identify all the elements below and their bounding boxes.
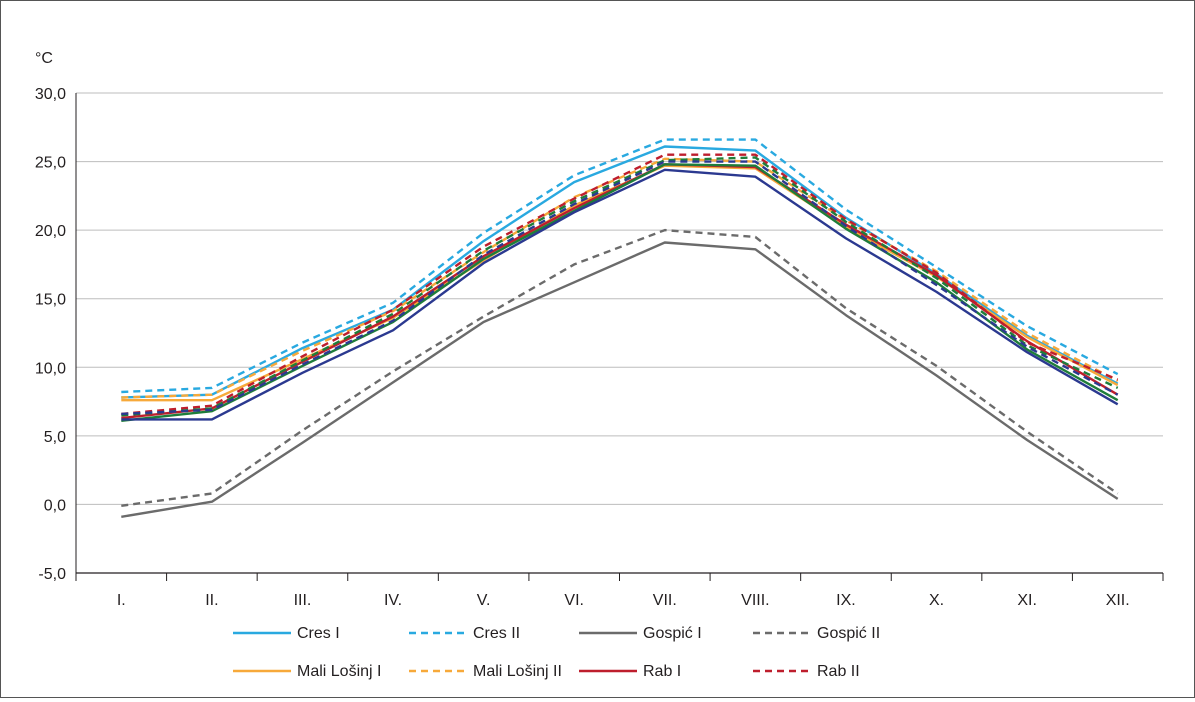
- legend-label: Mali Lošinj I: [297, 663, 381, 680]
- y-axis-tick-labels: -5,0 0,0 5,0 10,0 15,0 20,0 25,0 30,0: [35, 86, 66, 583]
- series-line-8: [121, 153, 1119, 416]
- x-axis: I. II. III. IV. V. VI. VII. VIII. IX. X. XI. XII.: [75, 93, 1164, 609]
- y-tick-label: 15,0: [35, 292, 66, 309]
- gridlines: [76, 92, 1163, 505]
- legend-label: Cres II: [473, 625, 520, 642]
- y-tick-label: 5,0: [44, 429, 66, 446]
- x-tick-label: III.: [294, 592, 312, 609]
- x-tick-label: VIII.: [741, 592, 769, 609]
- series-lines: [121, 138, 1119, 518]
- series-line-10: [121, 156, 1119, 417]
- y-axis-unit-label: °C: [35, 50, 53, 67]
- x-tick-label: VII.: [653, 592, 677, 609]
- legend-label: Gospić I: [643, 625, 702, 642]
- series-line-1: [121, 145, 1119, 399]
- x-tick-label: II.: [205, 592, 218, 609]
- y-tick-label: -5,0: [38, 566, 66, 583]
- x-tick-label: IV.: [384, 592, 402, 609]
- x-tick-label: IX.: [836, 592, 856, 609]
- series-line-3: [121, 241, 1119, 518]
- series-line-11: [121, 168, 1119, 421]
- series-line-6: [121, 157, 1119, 399]
- y-tick-label: 20,0: [35, 223, 66, 240]
- series-line-12: [121, 160, 1119, 416]
- series-line-2: [121, 138, 1119, 394]
- series-line-4: [121, 228, 1119, 507]
- series-line-9: [121, 163, 1119, 422]
- legend: Cres I Cres II Gospić I Gospić II Mali Lošin…: [233, 625, 880, 680]
- legend-label: Mali Lošinj II: [473, 663, 562, 680]
- legend-label: Gospić II: [817, 625, 880, 642]
- legend-label: Rab I: [643, 663, 681, 680]
- x-tick-label: VI.: [564, 592, 584, 609]
- legend-label: Cres I: [297, 625, 340, 642]
- y-tick-label: 25,0: [35, 155, 66, 172]
- x-tick-label: XII.: [1106, 592, 1130, 609]
- y-tick-label: 0,0: [44, 497, 66, 514]
- y-tick-label: 10,0: [35, 360, 66, 377]
- legend-label: Rab II: [817, 663, 860, 680]
- x-tick-label: XI.: [1017, 592, 1037, 609]
- x-tick-label: V.: [477, 592, 491, 609]
- series-line-7: [121, 163, 1119, 420]
- y-tick-label: 30,0: [35, 86, 66, 103]
- x-tick-label: X.: [929, 592, 944, 609]
- x-tick-label: I.: [117, 592, 126, 609]
